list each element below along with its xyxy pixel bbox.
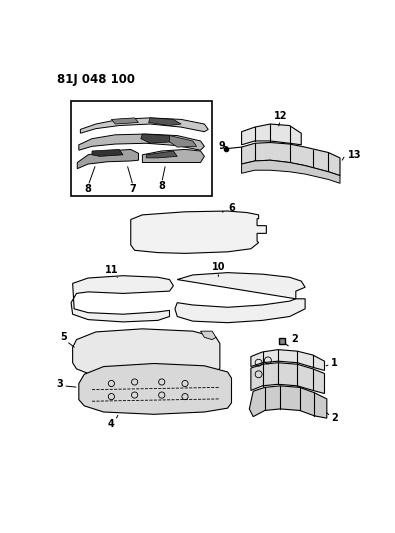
Polygon shape [80,118,208,133]
Polygon shape [111,118,139,124]
Text: 10: 10 [212,262,225,272]
Polygon shape [73,329,220,379]
Polygon shape [175,273,305,322]
Polygon shape [149,118,181,126]
Bar [71,101,212,196]
Text: 4: 4 [108,419,115,429]
Polygon shape [77,149,139,168]
Text: 2: 2 [331,413,338,423]
Text: 8: 8 [85,184,92,193]
Polygon shape [201,331,216,340]
Polygon shape [251,350,325,370]
Text: 8: 8 [158,181,165,191]
Text: 9: 9 [218,141,225,151]
Polygon shape [92,149,123,156]
Text: 81J 048 100: 81J 048 100 [57,73,135,86]
Text: 13: 13 [348,150,361,160]
Polygon shape [249,386,327,418]
Polygon shape [79,134,204,150]
Text: 11: 11 [105,265,118,276]
Polygon shape [169,135,197,147]
Text: 6: 6 [228,203,235,213]
Polygon shape [79,364,231,414]
Text: 1: 1 [331,358,338,368]
Text: 5: 5 [60,332,67,342]
Polygon shape [242,124,301,145]
Polygon shape [141,134,173,143]
Text: 2: 2 [292,334,299,344]
Polygon shape [242,160,340,183]
Polygon shape [131,211,266,253]
Polygon shape [71,276,173,322]
Polygon shape [142,149,204,163]
Polygon shape [146,151,177,158]
Text: 3: 3 [57,378,64,389]
Polygon shape [242,142,340,175]
Text: 7: 7 [130,184,136,193]
Polygon shape [251,363,325,393]
Text: 12: 12 [274,111,287,122]
